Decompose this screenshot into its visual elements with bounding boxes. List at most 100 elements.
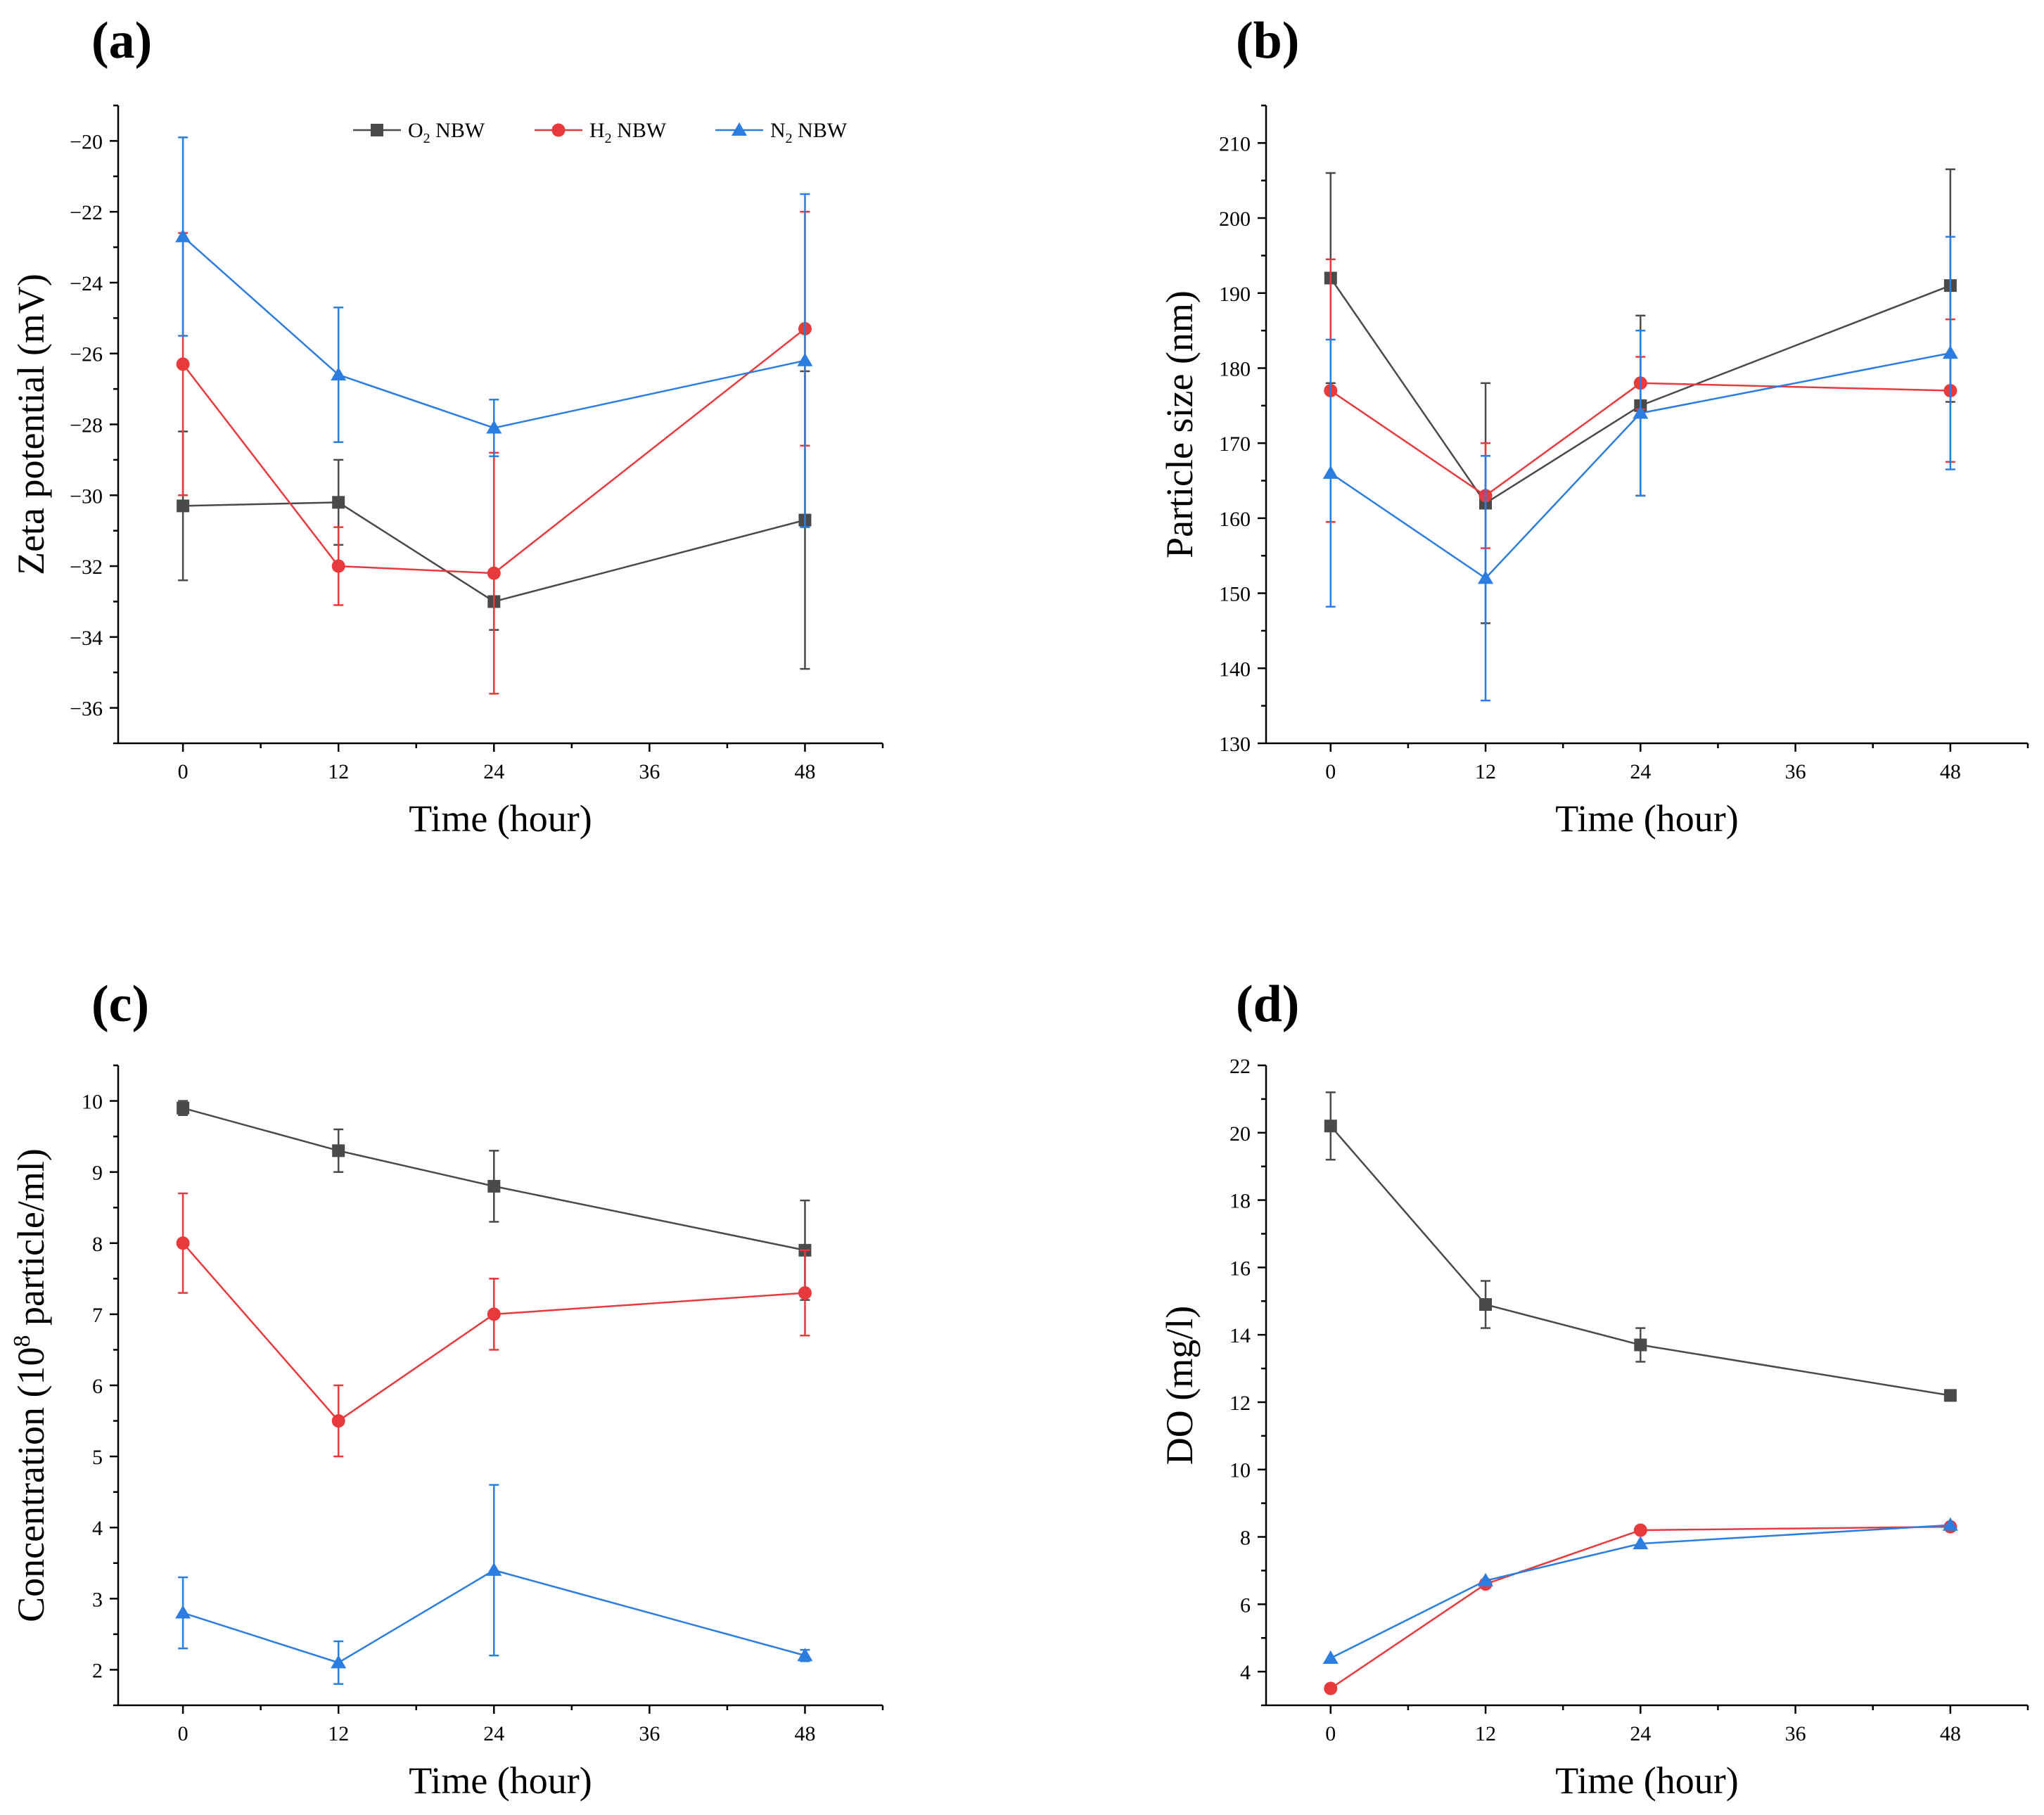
legend-label: H2 NBW <box>589 119 667 146</box>
y-tick-label: −26 <box>70 343 103 366</box>
series-n2-nbw <box>175 1484 813 1685</box>
data-point <box>331 366 347 380</box>
data-point <box>1943 1389 1957 1402</box>
data-point <box>1633 1536 1649 1550</box>
series-o2-nbw <box>1324 1091 1957 1402</box>
data-point <box>1633 1523 1647 1537</box>
y-tick-label: 8 <box>1240 1527 1251 1550</box>
y-tick-label: 16 <box>1229 1257 1251 1280</box>
legend-label-subscript: 2 <box>605 131 612 146</box>
panel-label: (a) <box>91 12 152 70</box>
y-tick-label: 200 <box>1219 207 1251 231</box>
y-tick-label: 18 <box>1229 1190 1251 1213</box>
data-point <box>1324 1120 1337 1133</box>
data-point <box>1322 465 1339 479</box>
data-point <box>1479 1298 1493 1311</box>
data-point <box>1634 1338 1647 1352</box>
y-axis-label: Particle size (nm) <box>1158 290 1201 558</box>
data-point <box>176 357 190 371</box>
y-axis-label-part: particle/ml) <box>10 1148 52 1335</box>
legend-marker <box>732 122 747 136</box>
legend-label-rest: NBW <box>612 119 667 142</box>
y-tick-label: 130 <box>1219 733 1251 756</box>
data-point <box>176 1236 190 1250</box>
series-n2-nbw <box>1322 1517 1958 1664</box>
y-tick-label: −22 <box>70 201 103 224</box>
data-point <box>177 499 190 513</box>
y-tick-label: 5 <box>92 1446 103 1469</box>
data-point <box>1478 1572 1494 1586</box>
x-tick-label: 24 <box>1630 760 1651 783</box>
series-line <box>182 1242 805 1423</box>
data-point <box>1942 345 1958 359</box>
y-tick-label: 150 <box>1219 583 1251 606</box>
y-tick-label: 170 <box>1219 432 1251 456</box>
data-point <box>797 352 813 366</box>
x-tick-label: 24 <box>483 760 504 783</box>
x-tick-label: 12 <box>1475 1722 1496 1745</box>
y-axis-label-part: Concentration (10 <box>10 1347 52 1622</box>
y-tick-label: 6 <box>92 1375 103 1398</box>
x-tick-label: 12 <box>328 1722 349 1745</box>
y-tick-label: 6 <box>1240 1593 1251 1617</box>
data-point <box>332 1144 345 1157</box>
panel-label: (b) <box>1236 12 1299 70</box>
x-tick-label: 0 <box>1325 760 1336 783</box>
chart-panel-2: (b) 130 140 150 160 170 180 190 200 210 0 12 24 36 48 T… <box>1158 12 2029 840</box>
y-tick-label: 7 <box>92 1304 103 1327</box>
legend-label: N2 NBW <box>770 119 848 146</box>
series-line <box>1330 1525 1950 1690</box>
series-h2-nbw <box>176 1192 812 1458</box>
y-tick-label: 10 <box>1229 1459 1251 1482</box>
data-point <box>1942 1517 1958 1531</box>
data-point <box>798 1286 812 1300</box>
x-tick-label: 48 <box>1940 760 1961 783</box>
x-tick-label: 0 <box>178 760 189 783</box>
y-tick-label: 22 <box>1229 1055 1251 1078</box>
data-point <box>1633 405 1649 419</box>
series-line <box>1330 1524 1950 1660</box>
y-tick-label: 2 <box>92 1659 103 1682</box>
x-tick-label: 0 <box>1325 1722 1336 1745</box>
y-tick-label: 140 <box>1219 658 1251 681</box>
series-line <box>182 236 805 429</box>
x-tick-label: 48 <box>794 760 815 783</box>
series-line <box>182 1569 805 1664</box>
data-point <box>177 1101 190 1115</box>
y-tick-label: −34 <box>70 627 103 650</box>
data-point <box>487 1307 501 1321</box>
legend-label: O2 NBW <box>408 119 485 146</box>
data-point <box>1324 1681 1338 1695</box>
y-tick-label: −30 <box>70 485 103 508</box>
data-point <box>1478 570 1494 584</box>
x-tick-label: 0 <box>178 1722 189 1745</box>
y-tick-label: 20 <box>1229 1122 1251 1146</box>
y-tick-label: 4 <box>92 1517 103 1540</box>
series-line <box>1329 277 1951 505</box>
panel-label: (d) <box>1236 975 1299 1033</box>
series-line <box>1329 1125 1951 1397</box>
x-axis-label: Time (hour) <box>409 797 592 840</box>
y-tick-label: 190 <box>1219 283 1251 306</box>
series-n2-nbw <box>1322 236 1958 702</box>
y-tick-label: −24 <box>70 272 103 295</box>
legend-label-main: H <box>589 119 605 142</box>
data-point <box>486 420 502 434</box>
y-tick-label: 3 <box>92 1588 103 1611</box>
data-point <box>1322 1650 1339 1664</box>
y-tick-label: 14 <box>1229 1324 1251 1347</box>
y-axis-label: DO (mg/l) <box>1158 1306 1201 1465</box>
x-tick-label: 24 <box>483 1722 504 1745</box>
legend-label-subscript: 2 <box>423 131 430 146</box>
series-line <box>183 501 805 603</box>
x-tick-label: 24 <box>1630 1722 1651 1745</box>
data-point <box>331 1414 345 1428</box>
y-tick-label: 8 <box>92 1233 103 1256</box>
x-tick-label: 36 <box>639 760 660 783</box>
y-tick-label: 9 <box>92 1162 103 1185</box>
series-line <box>1330 382 1950 497</box>
data-point <box>487 1179 501 1193</box>
legend-marker <box>371 124 383 136</box>
x-axis-label: Time (hour) <box>409 1759 592 1802</box>
